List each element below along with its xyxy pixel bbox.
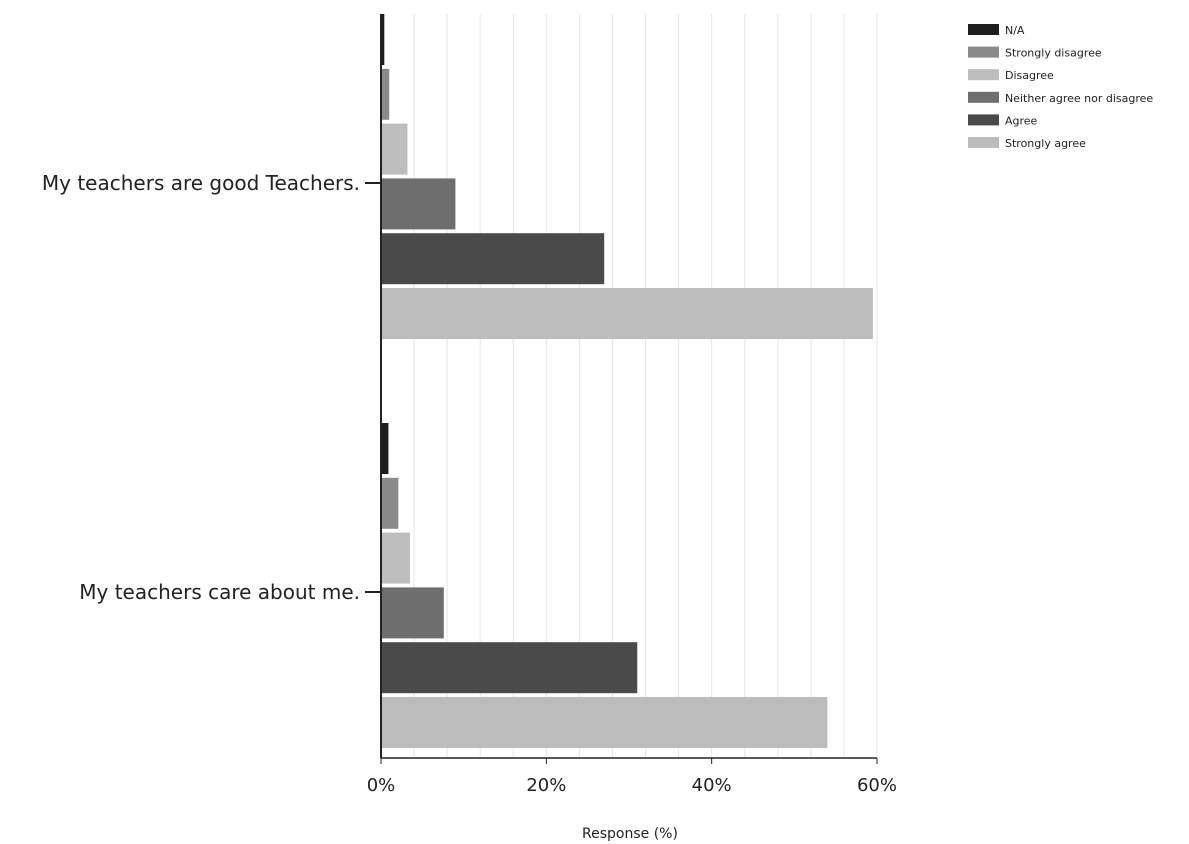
legend: N/A Strongly disagree Disagree Neither agre… [968,24,1153,150]
legend-label: Disagree [1005,69,1054,82]
x-axis-title: Response (%) [582,826,678,842]
bar [381,14,385,65]
x-tick-labels: 0% 20% 40% 60% [367,758,897,796]
category-label: My teachers care about me. [79,580,360,604]
bar [381,587,444,639]
bar [381,697,828,748]
x-tick-label: 0% [367,775,396,796]
legend-swatch [968,137,999,148]
legend-swatch [968,91,999,103]
bar [381,642,638,694]
bar [381,123,408,175]
legend-label: Neither agree nor disagree [1005,92,1153,105]
bar [381,477,399,529]
bar [381,68,390,120]
bar [381,178,456,230]
bar [381,288,873,339]
legend-swatch [968,24,999,35]
x-tick-label: 60% [857,775,897,796]
legend-swatch [968,46,999,58]
axes [380,14,877,759]
legend-swatch [968,69,999,81]
legend-label: Agree [1005,114,1038,127]
bar [381,532,410,584]
bar [381,233,605,285]
x-tick-label: 40% [692,775,732,796]
legend-label: N/A [1005,24,1025,37]
legend-label: Strongly disagree [1005,47,1102,60]
category-label: My teachers are good Teachers. [42,171,360,195]
x-tick-label: 20% [526,775,566,796]
gridlines [413,14,878,758]
legend-label: Strongly agree [1005,137,1086,150]
legend-swatch [968,114,999,126]
bar [381,423,389,474]
bars [381,14,873,748]
category-labels: My teachers are good Teachers. My teache… [42,171,381,604]
